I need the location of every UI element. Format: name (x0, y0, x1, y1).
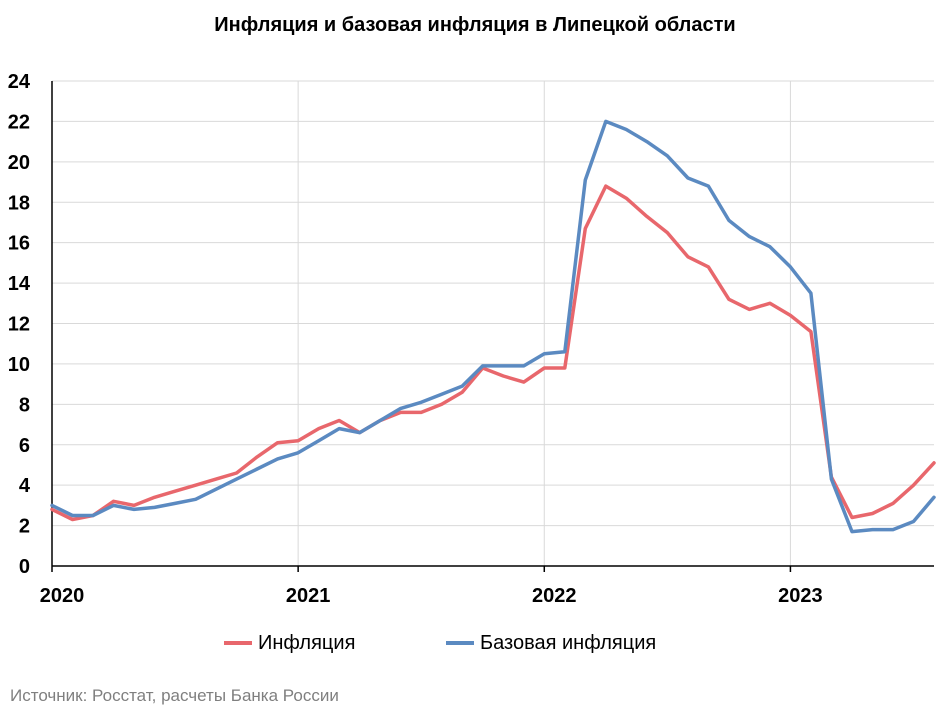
y-tick-label: 16 (8, 233, 30, 255)
y-tick-label: 18 (8, 192, 30, 214)
legend-swatch-core-inflation (446, 641, 474, 645)
x-tick-label: 2022 (532, 585, 577, 607)
x-tick-label: 2020 (40, 585, 85, 607)
series-line-core-inflation (50, 119, 936, 534)
y-tick-label: 10 (8, 354, 30, 376)
y-tick-label: 14 (8, 273, 31, 295)
y-tick-label: 0 (19, 556, 30, 578)
legend-item-core-inflation: Базовая инфляция (446, 630, 656, 656)
legend: Инфляция Базовая инфляция (0, 630, 950, 656)
y-tick-label: 24 (8, 71, 31, 93)
y-tick-label: 22 (8, 111, 30, 133)
y-tick-label: 6 (19, 435, 30, 457)
legend-swatch-inflation (224, 641, 252, 645)
y-tick-label: 8 (19, 394, 30, 416)
grid-layer (52, 80, 934, 566)
legend-item-inflation: Инфляция (224, 630, 355, 656)
y-tick-label: 2 (19, 516, 30, 538)
x-tick-label: 2023 (778, 585, 823, 607)
legend-label-core-inflation: Базовая инфляция (480, 631, 657, 654)
y-tick-label: 20 (8, 152, 30, 174)
y-tick-label: 4 (19, 475, 31, 497)
legend-label-inflation: Инфляция (258, 631, 356, 654)
x-tick-label: 2021 (286, 585, 331, 607)
series-layer (50, 119, 936, 534)
series-line-inflation (50, 184, 936, 522)
source-note: Источник: Росстат, расчеты Банка России (10, 686, 339, 705)
axis-layer (51, 81, 934, 572)
y-tick-label: 12 (8, 314, 30, 336)
chart-title: Инфляция и базовая инфляция в Липецкой о… (214, 14, 736, 36)
